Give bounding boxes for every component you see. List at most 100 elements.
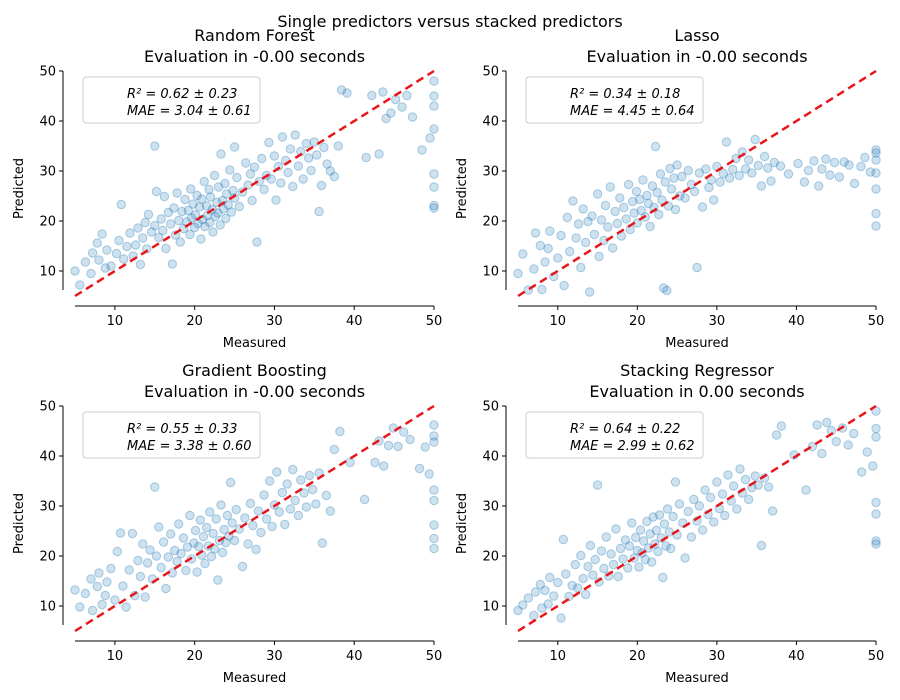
x-tick-label: 30 (709, 649, 726, 664)
data-point (632, 545, 642, 556)
data-point (359, 494, 370, 505)
data-point (219, 524, 229, 535)
data-point (709, 195, 719, 205)
data-point (200, 221, 210, 232)
data-point (163, 552, 174, 562)
data-point (272, 467, 282, 477)
data-point (529, 610, 539, 621)
data-point (558, 534, 568, 545)
data-point (668, 511, 678, 522)
subplot-2: Lasso Evaluation in -0.00 seconds 10 20 30 40… (455, 26, 884, 351)
data-point (234, 201, 245, 212)
data-point (655, 169, 666, 179)
data-point (161, 243, 171, 254)
data-point (111, 248, 122, 259)
data-point (143, 209, 154, 220)
y-tick-label: 30 (482, 500, 499, 515)
data-point (122, 241, 132, 252)
data-point (190, 210, 201, 220)
data-point (150, 482, 160, 492)
data-point (293, 161, 304, 171)
data-point (601, 532, 611, 542)
data-point (611, 524, 621, 534)
y-tick-label: 50 (39, 65, 56, 80)
data-point (161, 583, 171, 594)
data-point (677, 171, 687, 182)
data-point (654, 510, 665, 520)
data-point (70, 266, 80, 276)
y-tick-label: 20 (482, 550, 499, 565)
data-point (615, 543, 626, 554)
data-point (80, 588, 91, 599)
x-axis-label: Measured (223, 671, 287, 686)
data-point (573, 219, 584, 229)
data-point (383, 440, 394, 451)
reference-line (517, 404, 877, 633)
data-point (650, 141, 661, 152)
data-point (420, 442, 430, 452)
legend-mae: MAE = 2.99 ± 0.62 (570, 439, 695, 454)
data-point (623, 179, 634, 190)
data-point (135, 571, 146, 582)
data-point (590, 554, 600, 565)
data-point (361, 152, 371, 163)
y-tick-label: 50 (482, 400, 499, 415)
data-point (724, 173, 735, 183)
data-point (114, 235, 124, 246)
data-point (763, 482, 774, 492)
data-point (336, 85, 347, 95)
data-point (697, 525, 708, 535)
data-point (232, 172, 242, 183)
data-point (747, 168, 757, 178)
data-point (594, 251, 604, 262)
data-point (759, 151, 770, 162)
data-point (192, 190, 202, 201)
data-point (662, 504, 673, 514)
data-point (523, 593, 533, 603)
data-point (636, 205, 646, 216)
data-point (309, 137, 319, 147)
data-point (635, 194, 645, 205)
x-tick-label: 30 (266, 649, 283, 664)
y-tick-label: 10 (482, 265, 499, 280)
data-point (399, 427, 409, 437)
data-point (728, 164, 738, 175)
data-point (822, 417, 832, 428)
data-point (190, 525, 201, 536)
data-point (424, 469, 434, 479)
x-tick-label: 10 (107, 649, 124, 664)
data-point (545, 226, 555, 236)
data-point (583, 216, 593, 227)
x-tick-label: 30 (709, 314, 726, 329)
data-point (723, 470, 733, 480)
data-point (545, 572, 555, 583)
data-point (735, 464, 745, 474)
data-point (537, 603, 547, 613)
data-point (839, 157, 849, 167)
y-tick-label: 40 (482, 115, 499, 130)
scatter-points (70, 420, 439, 616)
data-point (150, 141, 160, 151)
data-point (192, 567, 202, 577)
x-axis-label: Measured (665, 671, 729, 686)
data-point (647, 181, 658, 191)
data-point (80, 257, 91, 267)
data-point (176, 548, 186, 559)
reference-line (74, 404, 435, 633)
data-point (280, 519, 290, 530)
data-point (87, 605, 98, 616)
legend: R² = 0.55 ± 0.33 MAE = 3.38 ± 0.60 (82, 411, 261, 459)
data-point (259, 184, 269, 195)
data-point (329, 171, 339, 182)
data-point (216, 149, 226, 159)
data-point (133, 223, 143, 233)
data-point (241, 158, 251, 168)
data-point (565, 246, 575, 257)
data-point (169, 203, 179, 213)
data-point (290, 130, 300, 140)
y-tick-label: 50 (482, 65, 499, 80)
data-point (549, 591, 559, 601)
data-point (257, 153, 267, 164)
x-tick-label: 50 (426, 314, 443, 329)
data-point (115, 528, 126, 538)
